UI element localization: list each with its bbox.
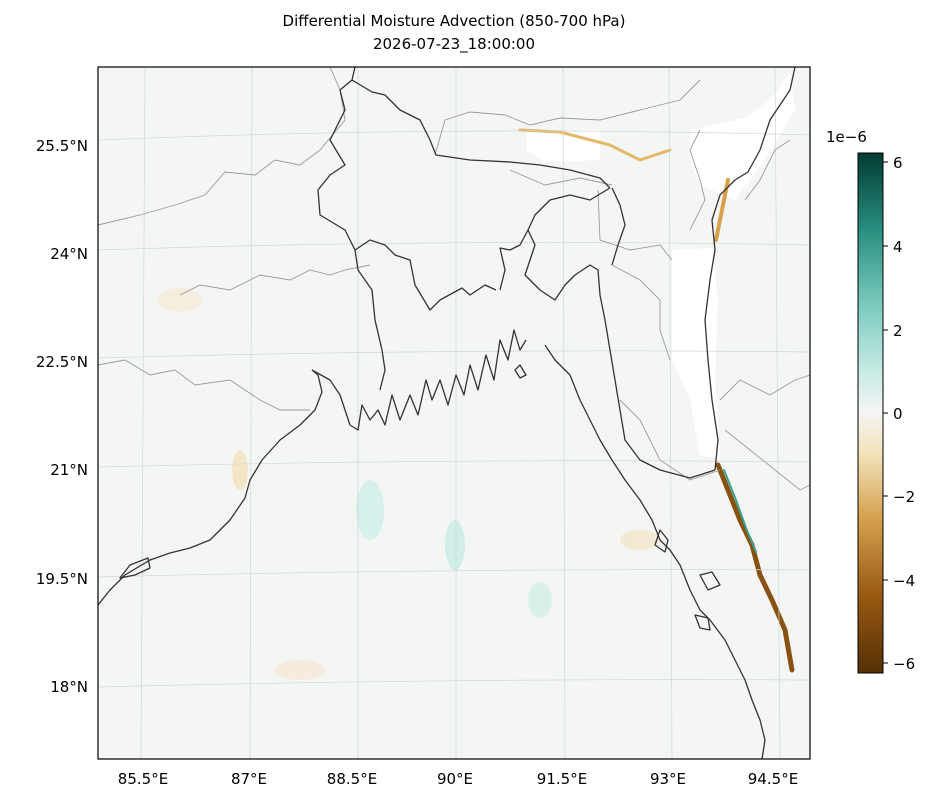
colorbar-tick-label: −6 [893, 655, 915, 673]
map-frame [97, 66, 811, 760]
gridlines [98, 67, 810, 759]
lat-tick-label: 25.5°N [36, 137, 88, 155]
lat-tick-label: 18°N [50, 678, 88, 696]
state-borders [98, 67, 810, 491]
colorbar-gradient [857, 152, 884, 674]
lat-tick-label: 22.5°N [36, 353, 88, 371]
colorbar-tick-label: −2 [893, 488, 915, 506]
lon-tick-label: 88.5°E [327, 770, 377, 788]
colorbar: 6 4 2 0 −2 −4 −6 [857, 152, 915, 674]
map-background [98, 67, 810, 759]
lat-tick-labels: 25.5°N 24°N 22.5°N 21°N 19.5°N 18°N [36, 137, 88, 696]
lon-tick-label: 94.5°E [748, 770, 798, 788]
colorbar-tick-label: 6 [893, 154, 903, 172]
colorbar-tick-label: 4 [893, 238, 903, 256]
lon-tick-labels: 85.5°E 87°E 88.5°E 90°E 91.5°E 93°E 94.5… [118, 770, 798, 788]
colorbar-tick-label: 2 [893, 322, 903, 340]
advection-field [158, 288, 660, 680]
lon-tick-label: 93°E [650, 770, 686, 788]
lon-tick-label: 91.5°E [537, 770, 587, 788]
coastline-borders [98, 67, 796, 759]
lon-tick-label: 90°E [437, 770, 473, 788]
lon-tick-label: 87°E [231, 770, 267, 788]
lat-tick-label: 21°N [50, 461, 88, 479]
lon-tick-label: 85.5°E [118, 770, 168, 788]
colorbar-tick-label: 0 [893, 405, 903, 423]
lat-tick-label: 24°N [50, 245, 88, 263]
colorbar-exponent-label: 1e−6 [826, 128, 867, 146]
colorbar-tick-label: −4 [893, 572, 915, 590]
map-subtitle: 2026-07-23_18:00:00 [372, 35, 536, 53]
map-title: Differential Moisture Advection (850-700… [282, 12, 626, 30]
lat-tick-label: 19.5°N [36, 570, 88, 588]
